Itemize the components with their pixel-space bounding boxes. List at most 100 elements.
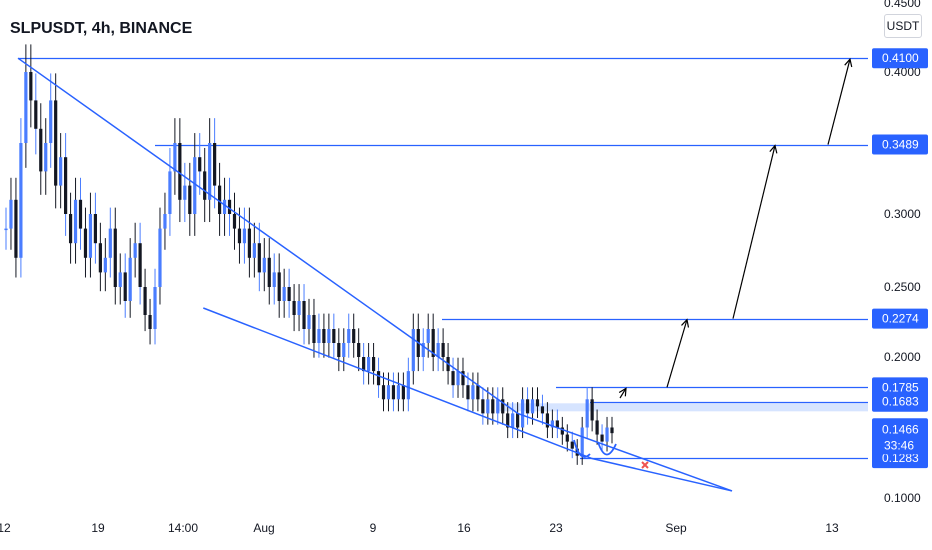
candle (242, 207, 247, 264)
candle (371, 343, 376, 385)
candle (247, 207, 251, 278)
candle-body (347, 329, 351, 343)
candle (610, 416, 614, 444)
time-tick-label: 9 (370, 521, 377, 535)
candle (386, 372, 391, 412)
candle-body (133, 243, 137, 258)
candle (545, 402, 550, 439)
candle-body (466, 385, 470, 400)
candle-body (357, 343, 361, 357)
candle (540, 394, 545, 425)
candle-body (183, 185, 187, 200)
candle-body (292, 301, 296, 315)
candles (4, 44, 614, 465)
candle (14, 177, 18, 278)
candle (78, 177, 83, 250)
candle (19, 118, 23, 278)
candle (396, 372, 401, 412)
candle (54, 73, 58, 209)
candle (272, 253, 276, 305)
price-tick-label: 0.4000 (884, 65, 921, 79)
candle (362, 343, 366, 385)
resistance-zone (498, 403, 868, 412)
candle (595, 409, 599, 445)
candle (391, 372, 396, 412)
candle-body (491, 399, 495, 414)
price-tag-label: 0.1283 (882, 451, 919, 465)
price-tick-label: 0.3000 (884, 207, 921, 221)
last-price-label: 0.1466 (882, 422, 919, 436)
candle (198, 133, 202, 195)
candle (178, 118, 182, 223)
arrow-head (769, 144, 778, 154)
candle-body (232, 214, 237, 229)
candle (560, 416, 564, 445)
candle-body (262, 257, 266, 273)
candle (525, 387, 530, 425)
candle-body (496, 399, 500, 414)
candle (406, 357, 410, 412)
candle (29, 44, 33, 128)
candle-body (153, 287, 157, 329)
price-tag-0.2274 (872, 308, 928, 329)
candle-body (287, 287, 291, 301)
candle-body (436, 343, 440, 357)
candle-body (411, 329, 415, 372)
candle-body (486, 399, 490, 414)
candle (232, 192, 237, 250)
candle-body (600, 434, 604, 442)
candle (252, 222, 256, 278)
candle-body (227, 199, 232, 214)
candle-body (128, 257, 132, 301)
candle (461, 357, 465, 398)
candle-body (362, 357, 366, 372)
candle-body (516, 413, 520, 428)
time-tick-label: Sep (665, 521, 687, 535)
candle (347, 313, 351, 358)
price-tag-0.3489 (872, 134, 928, 155)
candle (451, 357, 455, 398)
candle-body (188, 185, 192, 214)
candle (585, 387, 589, 439)
candle-body (93, 214, 98, 244)
candle-body (441, 343, 445, 357)
candle (153, 268, 157, 345)
candle-body (49, 100, 53, 143)
candle-body (381, 385, 386, 400)
candle (158, 207, 162, 305)
candle (600, 424, 604, 452)
price-tag-0.4100 (872, 48, 928, 69)
candle (342, 328, 346, 372)
candle (143, 268, 147, 332)
candle-body (68, 214, 73, 244)
candle (550, 409, 554, 439)
arrow-shaft (827, 59, 851, 145)
candle-body (421, 343, 425, 357)
candle-body (83, 228, 88, 258)
candle-body (78, 199, 83, 229)
candle-body (203, 171, 207, 200)
candle-body (610, 427, 614, 434)
candle-body (595, 420, 599, 435)
countdown-label: 33:46 (884, 438, 914, 452)
currency-button[interactable]: USDT (884, 14, 922, 38)
arrow-shaft (666, 319, 688, 388)
candle (501, 387, 505, 425)
candle-body (352, 329, 356, 343)
candle-body (481, 399, 485, 414)
candle (401, 372, 405, 412)
candle-body (501, 399, 505, 414)
candle-body (342, 343, 346, 357)
candle-body (312, 315, 316, 343)
candle-body (138, 243, 142, 287)
candle (431, 313, 435, 372)
candle (367, 343, 371, 385)
price-tag-label: 0.1785 (882, 380, 919, 394)
candle-body (222, 199, 227, 214)
candle (337, 328, 341, 372)
candle-body (391, 385, 396, 400)
candle-body (550, 420, 554, 428)
candle-body (590, 399, 594, 421)
candle-body (113, 228, 117, 287)
candle (98, 222, 102, 292)
